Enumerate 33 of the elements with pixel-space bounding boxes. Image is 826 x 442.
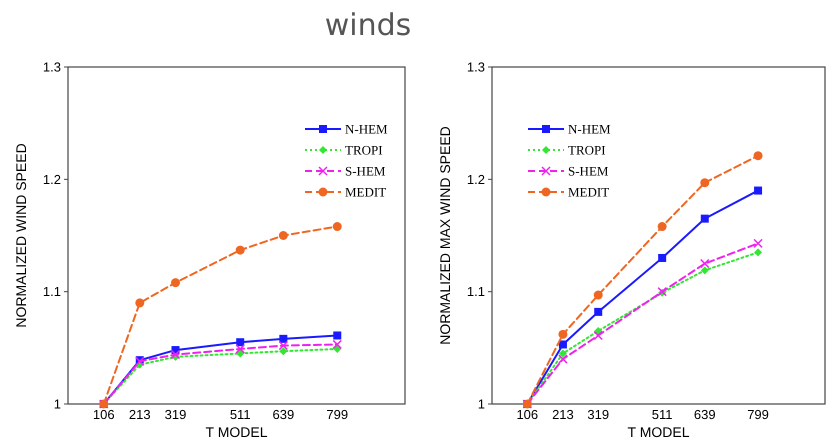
x-tick-label: 106 xyxy=(92,407,115,422)
chart-title: winds xyxy=(324,8,412,43)
x-tick-label: 213 xyxy=(552,407,574,422)
x-tick-label: 511 xyxy=(652,407,673,422)
x-tick-label: 319 xyxy=(164,407,186,422)
legend-label: TROPI xyxy=(345,142,383,158)
y-tick-label: 1.3 xyxy=(42,60,61,75)
y-axis-title: NORMALIZED WIND SPEED xyxy=(13,143,29,328)
legend-label: S-HEM xyxy=(345,164,386,179)
x-axis-title: T MODEL xyxy=(628,424,690,440)
x-tick-label: 319 xyxy=(587,407,610,422)
y-tick-label: 1.2 xyxy=(42,172,61,187)
x-tick-label: 106 xyxy=(516,407,538,422)
legend-label: N-HEM xyxy=(345,122,388,137)
x-tick-label: 213 xyxy=(128,407,151,422)
y-tick-label: 1.3 xyxy=(466,60,485,75)
y-tick-label: 1.2 xyxy=(466,172,485,187)
legend-label: TROPI xyxy=(568,142,606,158)
y-axis-title: NORMALIZED MAX WIND SPEED xyxy=(437,126,453,345)
y-tick-label: 1.1 xyxy=(42,284,61,300)
legend-label: N-HEM xyxy=(568,122,612,137)
x-axis-title: T MODEL xyxy=(206,424,268,440)
x-tick-label: 799 xyxy=(747,407,769,422)
legend-label: MEDIT xyxy=(568,184,610,200)
y-tick-label: 1 xyxy=(478,396,485,412)
x-tick-label: 511 xyxy=(230,407,251,422)
x-tick-label: 639 xyxy=(272,407,294,422)
y-tick-label: 1.1 xyxy=(466,284,485,300)
x-tick-label: 639 xyxy=(694,407,716,422)
x-tick-label: 799 xyxy=(326,407,348,422)
legend-label: S-HEM xyxy=(568,164,609,179)
legend-label: MEDIT xyxy=(345,184,386,200)
y-tick-label: 1 xyxy=(54,396,61,412)
